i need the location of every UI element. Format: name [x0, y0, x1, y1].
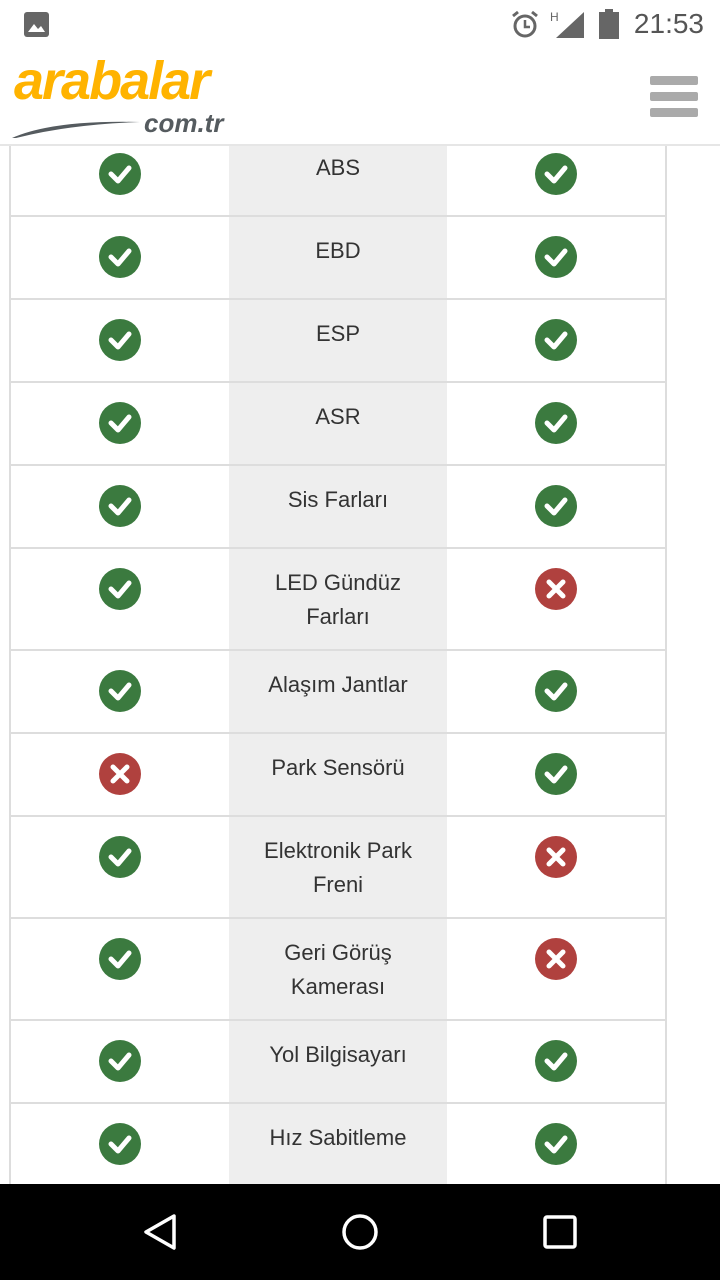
feature-label: Sis Farları: [228, 466, 448, 547]
table-row: Hız Sabitleme: [11, 1104, 665, 1184]
feature-comparison-table: ABS EBD ESP ASR Sis Farları LED Gündüz Farlar…: [9, 134, 667, 1184]
availability-cell: [447, 383, 665, 464]
status-bar: H 21:53: [0, 0, 720, 48]
feature-label: ASR: [228, 383, 448, 464]
availability-cell: [447, 1021, 665, 1102]
check-icon: [535, 1040, 578, 1082]
cross-icon: [535, 938, 578, 980]
availability-cell: [447, 919, 665, 1019]
check-icon: [535, 670, 578, 712]
feature-label: Geri Görüş Kamerası: [228, 919, 448, 1019]
table-row: Park Sensörü: [11, 734, 665, 817]
availability-cell: [11, 300, 229, 381]
table-row: EBD: [11, 217, 665, 300]
availability-cell: [11, 734, 229, 815]
logo-main: arabalar: [14, 51, 210, 111]
recents-icon[interactable]: [542, 1214, 578, 1250]
availability-cell: [447, 466, 665, 547]
check-icon: [98, 236, 141, 278]
battery-icon: [599, 9, 619, 39]
check-icon: [535, 402, 578, 444]
availability-cell: [11, 1104, 229, 1184]
check-icon: [98, 1123, 141, 1165]
feature-label: ESP: [228, 300, 448, 381]
cross-icon: [535, 836, 578, 878]
table-row: Sis Farları: [11, 466, 665, 549]
check-icon: [98, 568, 141, 610]
home-icon[interactable]: [340, 1212, 380, 1252]
availability-cell: [447, 300, 665, 381]
feature-label: Yol Bilgisayarı: [228, 1021, 448, 1102]
check-icon: [98, 836, 141, 878]
availability-cell: [447, 734, 665, 815]
feature-label: Park Sensörü: [228, 734, 448, 815]
availability-cell: [447, 134, 665, 215]
table-row: ESP: [11, 300, 665, 383]
availability-cell: [11, 1021, 229, 1102]
availability-cell: [11, 549, 229, 649]
navigation-bar: [0, 1184, 720, 1280]
availability-cell: [11, 383, 229, 464]
check-icon: [98, 319, 141, 361]
availability-cell: [447, 1104, 665, 1184]
table-row: LED Gündüz Farları: [11, 549, 665, 651]
check-icon: [98, 153, 141, 195]
table-row: Elektronik Park Freni: [11, 817, 665, 919]
availability-cell: [447, 651, 665, 732]
check-icon: [535, 485, 578, 527]
feature-label: LED Gündüz Farları: [228, 549, 448, 649]
feature-label: Hız Sabitleme: [228, 1104, 448, 1184]
cross-icon: [98, 753, 141, 795]
logo[interactable]: arabalar com.tr: [12, 51, 262, 143]
table-row: Yol Bilgisayarı: [11, 1021, 665, 1104]
check-icon: [535, 236, 578, 278]
availability-cell: [11, 134, 229, 215]
table-row: ASR: [11, 383, 665, 466]
cross-icon: [535, 568, 578, 610]
check-icon: [535, 1123, 578, 1165]
page-content[interactable]: ABS EBD ESP ASR Sis Farları LED Gündüz Farlar…: [0, 0, 720, 1184]
availability-cell: [447, 817, 665, 917]
check-icon: [98, 938, 141, 980]
feature-label: EBD: [228, 217, 448, 298]
back-icon[interactable]: [140, 1212, 180, 1252]
availability-cell: [11, 817, 229, 917]
site-header: arabalar com.tr: [0, 48, 720, 146]
image-icon: [24, 12, 49, 37]
availability-cell: [11, 466, 229, 547]
clock: 21:53: [633, 8, 704, 39]
check-icon: [535, 319, 578, 361]
check-icon: [98, 485, 141, 527]
table-row: Geri Görüş Kamerası: [11, 919, 665, 1021]
availability-cell: [11, 651, 229, 732]
feature-label: Elektronik Park Freni: [228, 817, 448, 917]
signal-h-icon: H: [550, 10, 584, 38]
feature-label: ABS: [228, 134, 448, 215]
check-icon: [98, 1040, 141, 1082]
table-row: Alaşım Jantlar: [11, 651, 665, 734]
logo-sub: com.tr: [144, 108, 224, 138]
check-icon: [98, 670, 141, 712]
table-row: ABS: [11, 134, 665, 217]
svg-text:H: H: [550, 10, 559, 24]
check-icon: [98, 402, 141, 444]
logo-swoosh: [12, 121, 140, 138]
availability-cell: [447, 217, 665, 298]
availability-cell: [11, 217, 229, 298]
availability-cell: [11, 919, 229, 1019]
hamburger-menu-icon[interactable]: [650, 76, 698, 117]
check-icon: [535, 153, 578, 195]
check-icon: [535, 753, 578, 795]
alarm-icon: [512, 10, 538, 38]
availability-cell: [447, 549, 665, 649]
feature-label: Alaşım Jantlar: [228, 651, 448, 732]
